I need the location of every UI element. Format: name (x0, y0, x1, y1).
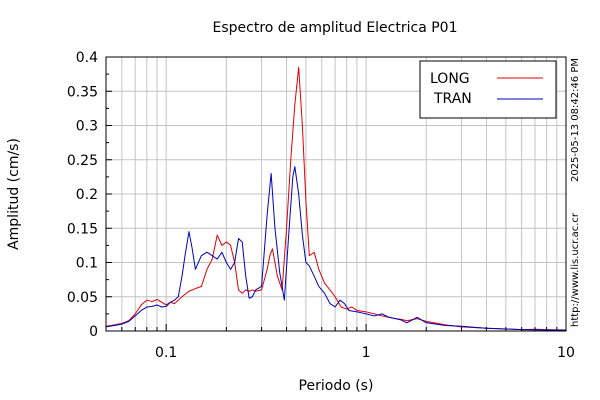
series-line-tran (105, 166, 567, 331)
legend-label-long: LONG (430, 71, 470, 87)
x-tick-label: 10 (557, 345, 575, 361)
y-tick-labels: 0 0.05 0.1 0.15 0.2 0.25 0.3 0.35 0.4 (67, 50, 98, 340)
grid-lines (105, 57, 567, 331)
y-tick-label: 0.2 (76, 187, 98, 203)
x-axis-label: Periodo (s) (299, 378, 374, 394)
source-url-label: http://www.lis.ucr.ac.cr (570, 212, 581, 327)
y-axis-label: Amplitud (cm/s) (6, 138, 22, 250)
chart-title: Espectro de amplitud Electrica P01 (213, 20, 458, 36)
x-tick-label: 0.1 (155, 345, 177, 361)
timestamp-label: 2025-05-13 08:42:46 PM (570, 58, 581, 182)
y-tick-label: 0.35 (67, 84, 98, 100)
legend-label-tran: TRAN (433, 91, 472, 107)
axis-ticks (105, 56, 567, 332)
y-tick-label: 0.4 (76, 50, 98, 66)
x-tick-label: 1 (362, 345, 371, 361)
y-tick-label: 0 (89, 324, 98, 340)
y-tick-label: 0.25 (67, 153, 98, 169)
y-tick-label: 0.3 (76, 119, 98, 135)
y-tick-label: 0.1 (76, 256, 98, 272)
legend: LONG TRAN (419, 60, 557, 119)
x-tick-labels: 0.1 1 10 (155, 345, 575, 361)
y-tick-label: 0.15 (67, 221, 98, 237)
legend-box (419, 60, 557, 119)
y-tick-label: 0.05 (67, 290, 98, 306)
data-series (105, 66, 567, 331)
